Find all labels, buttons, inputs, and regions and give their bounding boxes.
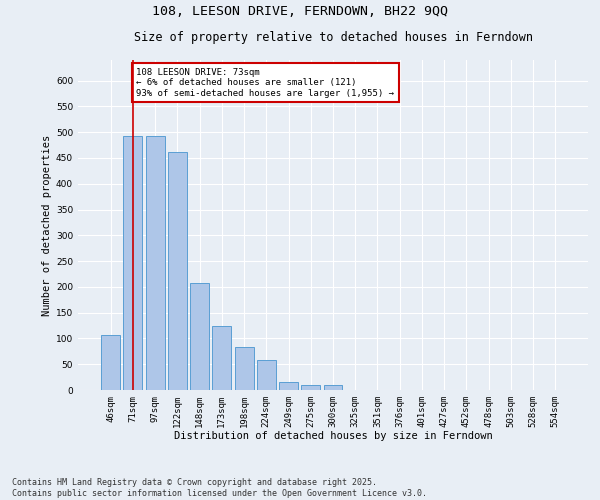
Text: 108 LEESON DRIVE: 73sqm
← 6% of detached houses are smaller (121)
93% of semi-de: 108 LEESON DRIVE: 73sqm ← 6% of detached… — [136, 68, 394, 98]
Bar — [168, 152, 187, 390]
Bar — [146, 136, 164, 390]
Title: Size of property relative to detached houses in Ferndown: Size of property relative to detached ho… — [133, 30, 533, 44]
Bar — [279, 382, 298, 390]
Bar — [124, 136, 142, 390]
Text: 108, LEESON DRIVE, FERNDOWN, BH22 9QQ: 108, LEESON DRIVE, FERNDOWN, BH22 9QQ — [152, 5, 448, 18]
Text: Contains HM Land Registry data © Crown copyright and database right 2025.
Contai: Contains HM Land Registry data © Crown c… — [12, 478, 427, 498]
Bar — [212, 326, 231, 390]
Bar — [301, 385, 320, 390]
Y-axis label: Number of detached properties: Number of detached properties — [42, 134, 52, 316]
Bar — [190, 283, 209, 390]
Bar — [101, 335, 120, 390]
Bar — [257, 360, 276, 390]
Bar — [235, 346, 254, 390]
X-axis label: Distribution of detached houses by size in Ferndown: Distribution of detached houses by size … — [173, 432, 493, 442]
Bar — [323, 385, 343, 390]
